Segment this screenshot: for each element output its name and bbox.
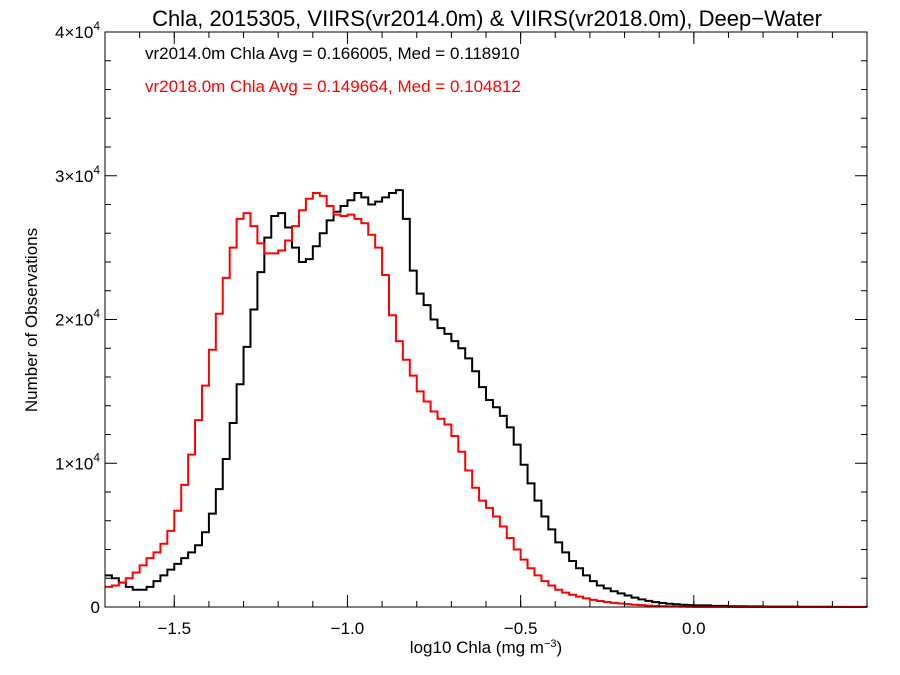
series-line-vr2018: [105, 192, 868, 608]
x-axis-label: log10 Chla (mg m−3): [410, 638, 562, 657]
annotation-vr2018: vr2018.0m Chla Avg = 0.149664, Med = 0.1…: [145, 77, 521, 96]
plot-frame: [104, 31, 868, 608]
y-tick-label: 4×104: [55, 19, 100, 42]
y-tick-label: 3×104: [55, 163, 100, 186]
x-axis: −1.5 −1.0 −0.5 0.0: [139, 32, 833, 638]
x-tick-label: −1.0: [331, 619, 365, 638]
y-axis-label: Number of Observations: [22, 228, 41, 412]
x-tick-label: 0.0: [682, 619, 706, 638]
series-layer: [105, 189, 868, 608]
y-axis: 0 1×104 2×104 3×104 4×104: [55, 19, 867, 617]
chart-title: Chla, 2015305, VIIRS(vr2014.0m) & VIIRS(…: [152, 6, 822, 31]
annotation-vr2014: vr2014.0m Chla Avg = 0.166005, Med = 0.1…: [145, 44, 520, 63]
x-tick-label: −0.5: [504, 619, 538, 638]
x-tick-label: −1.5: [157, 619, 191, 638]
legend-annotations: vr2014.0m Chla Avg = 0.166005, Med = 0.1…: [145, 44, 521, 96]
y-tick-label: 2×104: [55, 307, 100, 330]
y-tick-label: 0: [91, 598, 100, 617]
series-line-vr2014: [105, 189, 868, 608]
y-tick-label: 1×104: [55, 450, 100, 473]
